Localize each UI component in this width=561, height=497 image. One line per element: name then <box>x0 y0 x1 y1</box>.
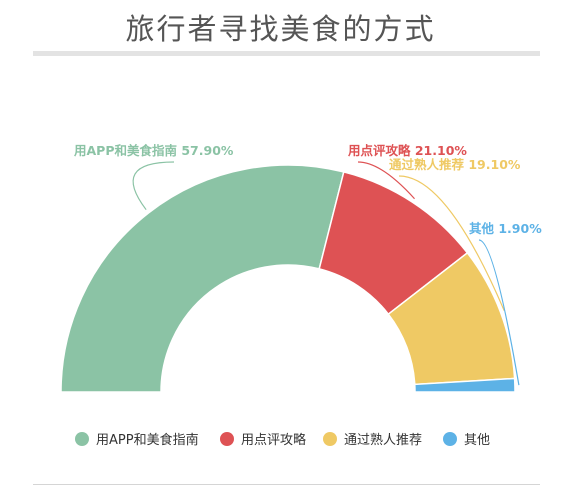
slice-0[interactable] <box>60 164 345 393</box>
data-label-3: 其他 1.90% <box>469 221 542 236</box>
legend-label-3[interactable]: 其他 <box>464 433 490 448</box>
slices-group <box>60 164 516 393</box>
chart-title: 旅行者寻找美食的方式 <box>125 12 436 46</box>
legend: 用APP和美食指南 用点评攻略 通过熟人推荐 其他 <box>75 432 490 448</box>
legend-marker-2[interactable] <box>323 432 337 446</box>
legend-label-1[interactable]: 用点评攻略 <box>241 432 306 448</box>
leader-lines-group <box>132 161 520 386</box>
slice-3[interactable] <box>413 377 516 393</box>
leader-line-2 <box>398 175 505 311</box>
legend-marker-1[interactable] <box>220 432 234 446</box>
leader-line-3 <box>478 239 520 386</box>
legend-label-2[interactable]: 通过熟人推荐 <box>344 432 422 448</box>
data-label-0: 用APP和美食指南 57.90% <box>73 143 234 158</box>
leader-line-1 <box>357 161 415 200</box>
title-divider <box>33 51 540 56</box>
legend-marker-0[interactable] <box>75 432 89 446</box>
data-labels-group: 用APP和美食指南 57.90% 用点评攻略 21.10%通过熟人推荐 19.10… <box>73 143 542 236</box>
data-label-2: 通过熟人推荐 19.10% <box>389 157 521 172</box>
data-label-1: 用点评攻略 21.10% <box>347 143 467 158</box>
leader-line-0 <box>132 161 175 211</box>
bottom-divider <box>33 484 540 485</box>
legend-marker-3[interactable] <box>443 432 457 446</box>
legend-label-0[interactable]: 用APP和美食指南 <box>96 432 199 448</box>
